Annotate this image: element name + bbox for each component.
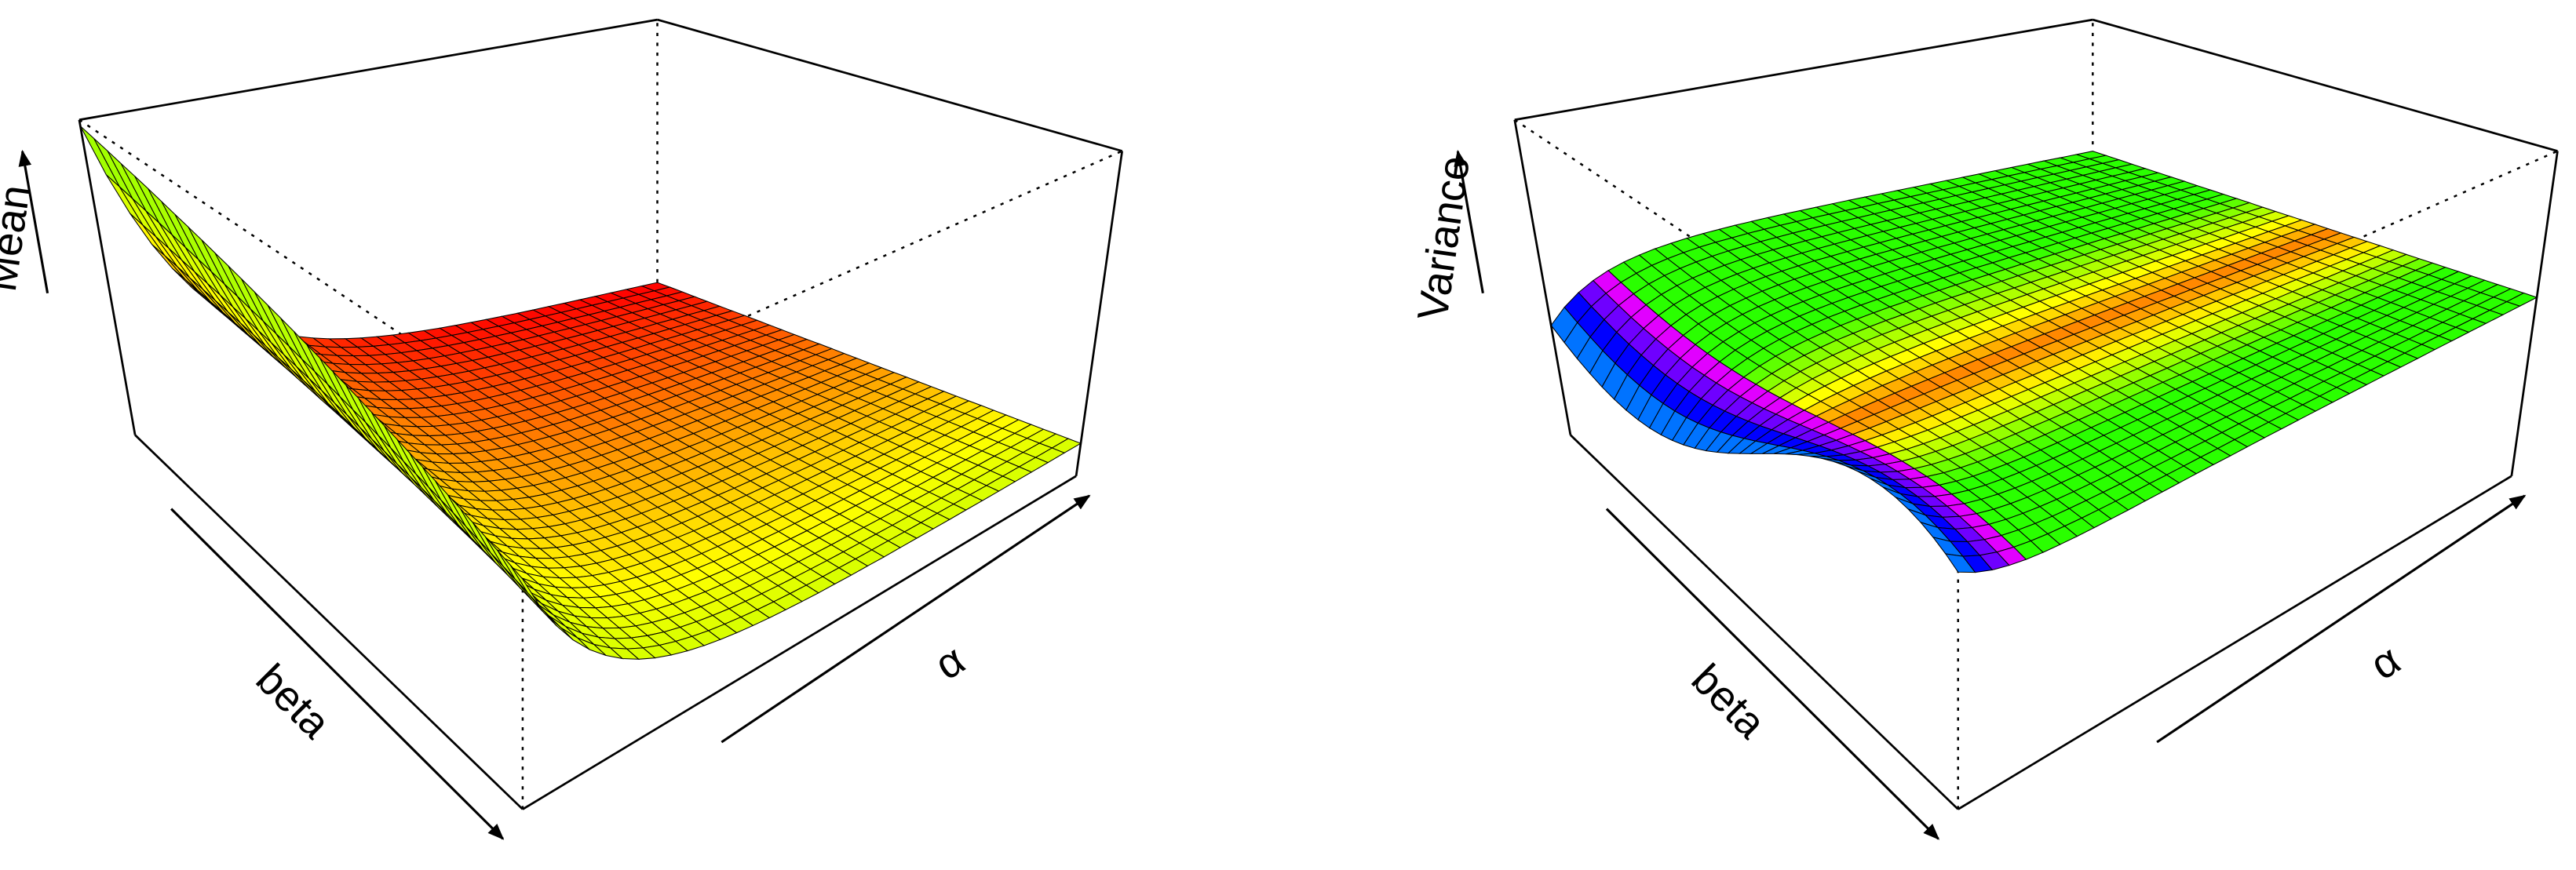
axis-arrow xyxy=(170,508,505,840)
box-edge xyxy=(1569,434,1959,810)
y-axis-label: beta xyxy=(1683,655,1776,748)
box-edge xyxy=(2092,18,2558,152)
box-edge xyxy=(1514,18,2093,122)
box-edge xyxy=(2510,151,2559,477)
box-edge xyxy=(522,475,1077,810)
surface-panel: beta α Variance xyxy=(1408,18,2559,840)
axis-arrow xyxy=(1605,508,1940,840)
box-edge xyxy=(134,434,524,810)
x-axis-label: α xyxy=(2362,635,2408,689)
surface-facet xyxy=(1944,553,1976,573)
axis-arrow xyxy=(18,149,49,293)
box-edge xyxy=(657,18,1123,152)
axis-arrow xyxy=(2156,494,2527,744)
surface-facet xyxy=(509,564,540,606)
box-edge xyxy=(1958,475,2512,810)
z-axis-label: Mean xyxy=(0,182,39,294)
axis-arrow xyxy=(721,494,1091,744)
z-axis-label: Variance xyxy=(1408,153,1479,323)
box-edge xyxy=(78,119,137,435)
y-axis-label: beta xyxy=(247,655,341,748)
box-edge xyxy=(78,18,658,122)
x-axis-label: α xyxy=(926,635,972,689)
surface-panel: beta α Mean xyxy=(0,18,1124,840)
box-edge xyxy=(1513,119,1572,435)
box-edge xyxy=(1075,151,1124,477)
axis-arrow xyxy=(1454,149,1484,293)
